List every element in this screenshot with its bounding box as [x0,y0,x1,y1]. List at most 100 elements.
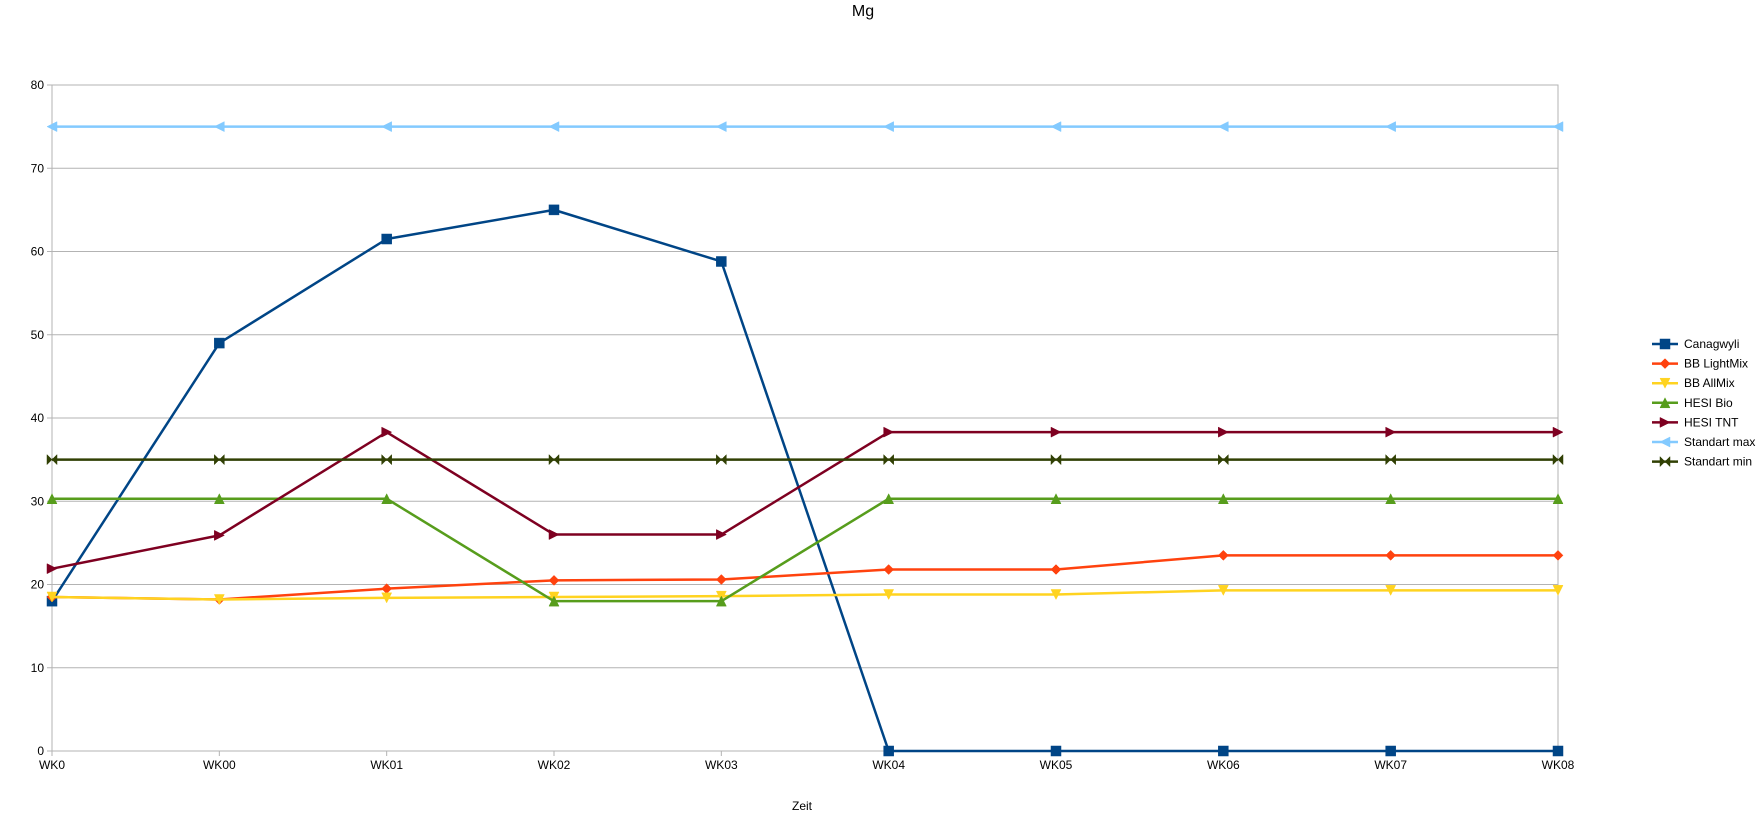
data-point [214,529,225,541]
data-point [213,493,225,505]
data-point [213,121,225,133]
series-2 [46,585,1564,606]
legend-item: Standart min [1652,455,1752,469]
legend-label: HESI Bio [1684,396,1733,410]
x-tick-label: WK07 [1374,758,1407,772]
legend-label: BB AllMix [1684,376,1735,390]
data-point [381,592,393,604]
data-point [548,595,560,607]
data-point [1552,493,1564,505]
data-point [46,121,58,133]
legend-marker [1659,358,1671,369]
data-point [548,204,560,216]
data-point [214,454,225,466]
series-6 [46,454,1564,466]
legend-item: HESI Bio [1652,396,1733,410]
legend-marker [1659,436,1671,448]
legend-label: Standart min [1684,455,1752,469]
x-tick-label: WK0 [39,758,65,772]
data-point [1552,745,1564,757]
data-point [1552,585,1564,596]
data-point [381,233,392,245]
data-point [548,529,560,540]
data-point [1385,454,1396,466]
legend-item: Canagwyli [1652,337,1739,351]
data-point [716,454,727,466]
data-point [1050,121,1062,133]
series-line [50,208,1558,753]
data-point [883,745,894,757]
data-point [548,574,560,586]
data-point [46,454,58,466]
chart-title: Mg [852,3,874,20]
x-tick-label: WK06 [1207,758,1240,772]
data-point [715,595,727,607]
data-point [213,594,225,606]
series-line [51,430,1558,570]
x-tick-label: WK08 [1542,758,1575,772]
legend-item: BB AllMix [1652,376,1735,390]
series-1 [46,550,1564,605]
x-tick-label: WK02 [538,758,571,772]
legend-label: Canagwyli [1684,337,1739,351]
data-point [548,121,560,133]
data-point [1050,493,1062,505]
data-point [46,493,58,505]
y-tick-label: 50 [31,328,45,342]
data-point [1552,550,1564,561]
data-point [1218,426,1229,438]
data-point [381,493,393,505]
x-tick-label: WK01 [370,758,403,772]
data-point [1050,745,1062,757]
legend-marker [1659,416,1671,428]
series-5 [46,121,1564,133]
x-tick-label: WK05 [1040,758,1073,772]
legend-item: HESI TNT [1652,415,1739,429]
data-point [883,564,895,575]
data-point [716,256,727,267]
legend-label: BB LightMix [1684,357,1748,371]
legend-marker [1659,377,1671,389]
data-point [1385,426,1397,438]
series-line [51,589,1558,601]
data-point [1217,550,1229,561]
data-point [1552,121,1564,133]
y-tick-label: 40 [31,411,45,425]
data-point [1385,493,1397,505]
legend-marker [1659,455,1671,468]
legend-label: Standart max [1684,435,1755,449]
x-tick-label: WK03 [705,758,738,772]
data-point [46,563,58,575]
data-point [1385,585,1397,596]
data-point [1385,745,1396,757]
series-4 [46,426,1564,575]
x-tick-label: WK00 [203,758,236,772]
data-point [1050,589,1062,601]
legend: Canagwyli BB LightMix BB AllMix HESI Bio HES… [1652,337,1755,469]
gridlines [52,84,1558,752]
data-point [1552,426,1564,438]
y-tick-label: 20 [31,578,45,592]
data-point [46,591,58,603]
data-point [1217,121,1229,133]
data-point [381,454,392,466]
data-point [883,121,894,133]
data-point [548,454,560,466]
data-point [715,574,727,585]
x-tick-label: WK04 [872,758,905,772]
y-tick-label: 10 [31,661,45,675]
data-point [1050,454,1062,466]
series-3 [46,493,1564,607]
legend-label: HESI TNT [1684,415,1739,429]
data-point [883,426,895,438]
data-point [1385,121,1396,133]
y-tick-label: 0 [37,744,44,758]
data-point [1385,550,1397,561]
data-point [1217,585,1229,596]
legend-item: BB LightMix [1652,357,1748,371]
data-point [883,493,895,505]
data-point [1050,426,1062,438]
data-point [883,454,894,466]
